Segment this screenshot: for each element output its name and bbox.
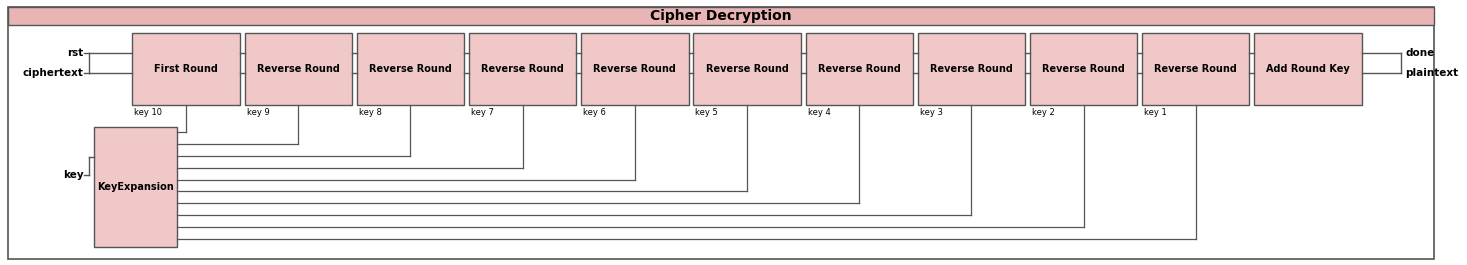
FancyBboxPatch shape [1254,33,1361,105]
FancyBboxPatch shape [469,33,577,105]
FancyBboxPatch shape [581,33,688,105]
Text: Reverse Round: Reverse Round [706,64,788,74]
Text: Reverse Round: Reverse Round [594,64,676,74]
FancyBboxPatch shape [1143,33,1250,105]
Text: key 10: key 10 [135,108,163,117]
Text: key 9: key 9 [246,108,270,117]
Text: key 5: key 5 [695,108,719,117]
Text: KeyExpansion: KeyExpansion [97,182,173,192]
Text: rst: rst [67,48,84,58]
Text: key 6: key 6 [584,108,606,117]
Text: Reverse Round: Reverse Round [1155,64,1237,74]
Text: Reverse Round: Reverse Round [1042,64,1125,74]
Text: First Round: First Round [154,64,219,74]
Text: key 8: key 8 [359,108,381,117]
Text: done: done [1405,48,1435,58]
Text: Add Round Key: Add Round Key [1266,64,1350,74]
FancyBboxPatch shape [918,33,1025,105]
Text: key 3: key 3 [920,108,943,117]
Text: Cipher Decryption: Cipher Decryption [650,9,792,23]
Text: Reverse Round: Reverse Round [481,64,565,74]
FancyBboxPatch shape [7,7,1435,25]
Text: key 2: key 2 [1031,108,1055,117]
Text: key 7: key 7 [471,108,494,117]
FancyBboxPatch shape [7,7,1435,259]
Text: key 1: key 1 [1144,108,1166,117]
FancyBboxPatch shape [356,33,464,105]
FancyBboxPatch shape [1030,33,1137,105]
FancyBboxPatch shape [245,33,352,105]
FancyBboxPatch shape [132,33,239,105]
Text: key 4: key 4 [808,108,830,117]
FancyBboxPatch shape [94,127,178,247]
Text: Reverse Round: Reverse Round [930,64,1012,74]
Text: Reverse Round: Reverse Round [817,64,901,74]
Text: Reverse Round: Reverse Round [370,64,452,74]
FancyBboxPatch shape [694,33,801,105]
Text: ciphertext: ciphertext [23,68,84,78]
Text: plaintext: plaintext [1405,68,1458,78]
Text: Reverse Round: Reverse Round [257,64,340,74]
FancyBboxPatch shape [805,33,912,105]
Text: key: key [63,170,84,180]
